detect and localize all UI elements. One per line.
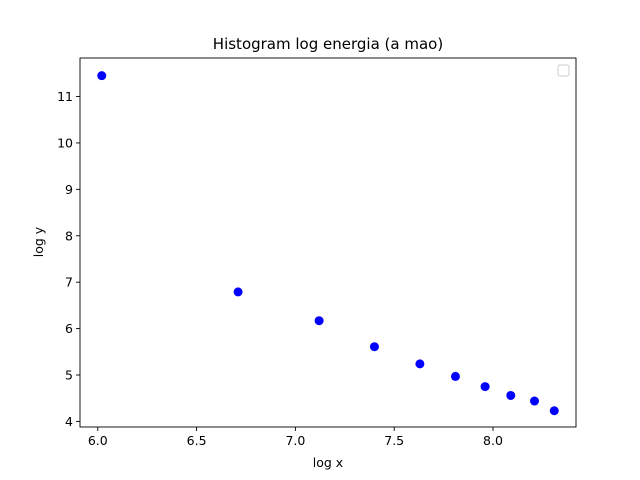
y-tick-label: 4 <box>65 414 73 429</box>
x-tick-label: 8.0 <box>483 433 503 448</box>
data-point <box>233 287 243 297</box>
x-tick-label: 7.5 <box>384 433 404 448</box>
x-axis-label: log x <box>313 455 343 470</box>
y-tick-label: 10 <box>57 135 73 150</box>
data-point <box>506 390 516 400</box>
x-tick-label: 6.5 <box>187 433 207 448</box>
legend-box <box>557 64 570 77</box>
data-point <box>369 342 379 352</box>
axes-frame <box>79 57 577 428</box>
y-tick-label: 6 <box>65 321 73 336</box>
y-axis-label: log y <box>31 226 46 257</box>
y-tick-label: 11 <box>57 89 73 104</box>
x-tick-label: 7.0 <box>285 433 305 448</box>
x-tick-label: 6.0 <box>88 433 108 448</box>
data-point <box>549 406 559 416</box>
plot-area: 6.0 6.5 7.0 7.5 8.0 4 5 6 7 8 9 10 11 <box>57 57 577 448</box>
y-tick-label: 7 <box>65 275 73 290</box>
y-tick-label: 9 <box>65 182 73 197</box>
data-point <box>314 316 324 326</box>
y-tick-label: 8 <box>65 228 73 243</box>
data-point <box>480 382 490 392</box>
data-point <box>415 359 425 369</box>
data-point <box>530 396 540 406</box>
y-tick-label: 5 <box>65 368 73 383</box>
chart-title: Histogram log energia (a mao) <box>213 35 443 53</box>
data-point <box>450 371 460 381</box>
data-point <box>97 71 107 81</box>
